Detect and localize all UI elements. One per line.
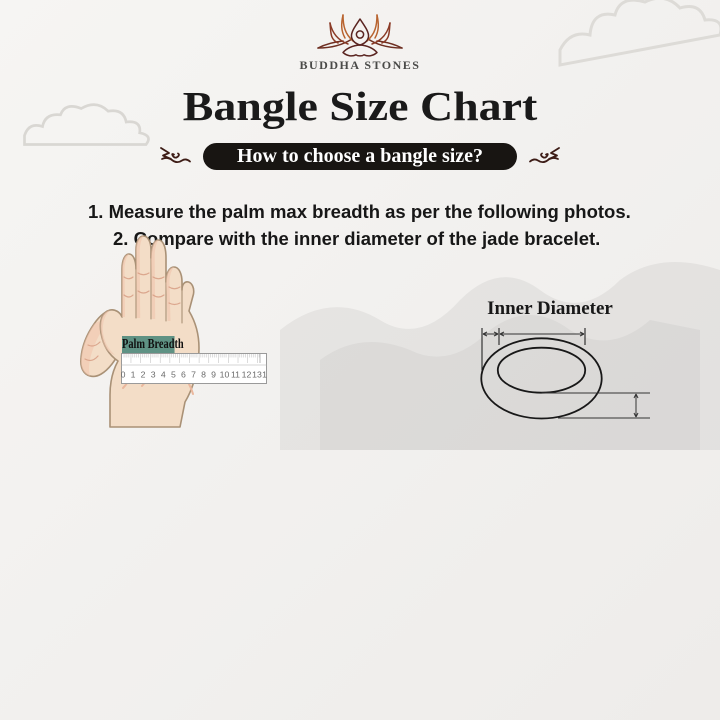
svg-text:14: 14: [262, 370, 267, 380]
svg-text:13: 13: [252, 370, 262, 380]
svg-text:8: 8: [201, 370, 206, 380]
svg-text:2: 2: [141, 370, 146, 380]
svg-text:0: 0: [121, 370, 126, 380]
svg-text:12: 12: [242, 370, 252, 380]
svg-text:6: 6: [181, 370, 186, 380]
svg-text:3: 3: [151, 370, 156, 380]
svg-text:9: 9: [211, 370, 216, 380]
svg-text:7: 7: [191, 370, 196, 380]
svg-text:5: 5: [171, 370, 176, 380]
svg-text:4: 4: [161, 370, 166, 380]
svg-text:11: 11: [231, 370, 240, 380]
svg-text:1: 1: [131, 370, 136, 380]
svg-text:10: 10: [220, 370, 230, 380]
